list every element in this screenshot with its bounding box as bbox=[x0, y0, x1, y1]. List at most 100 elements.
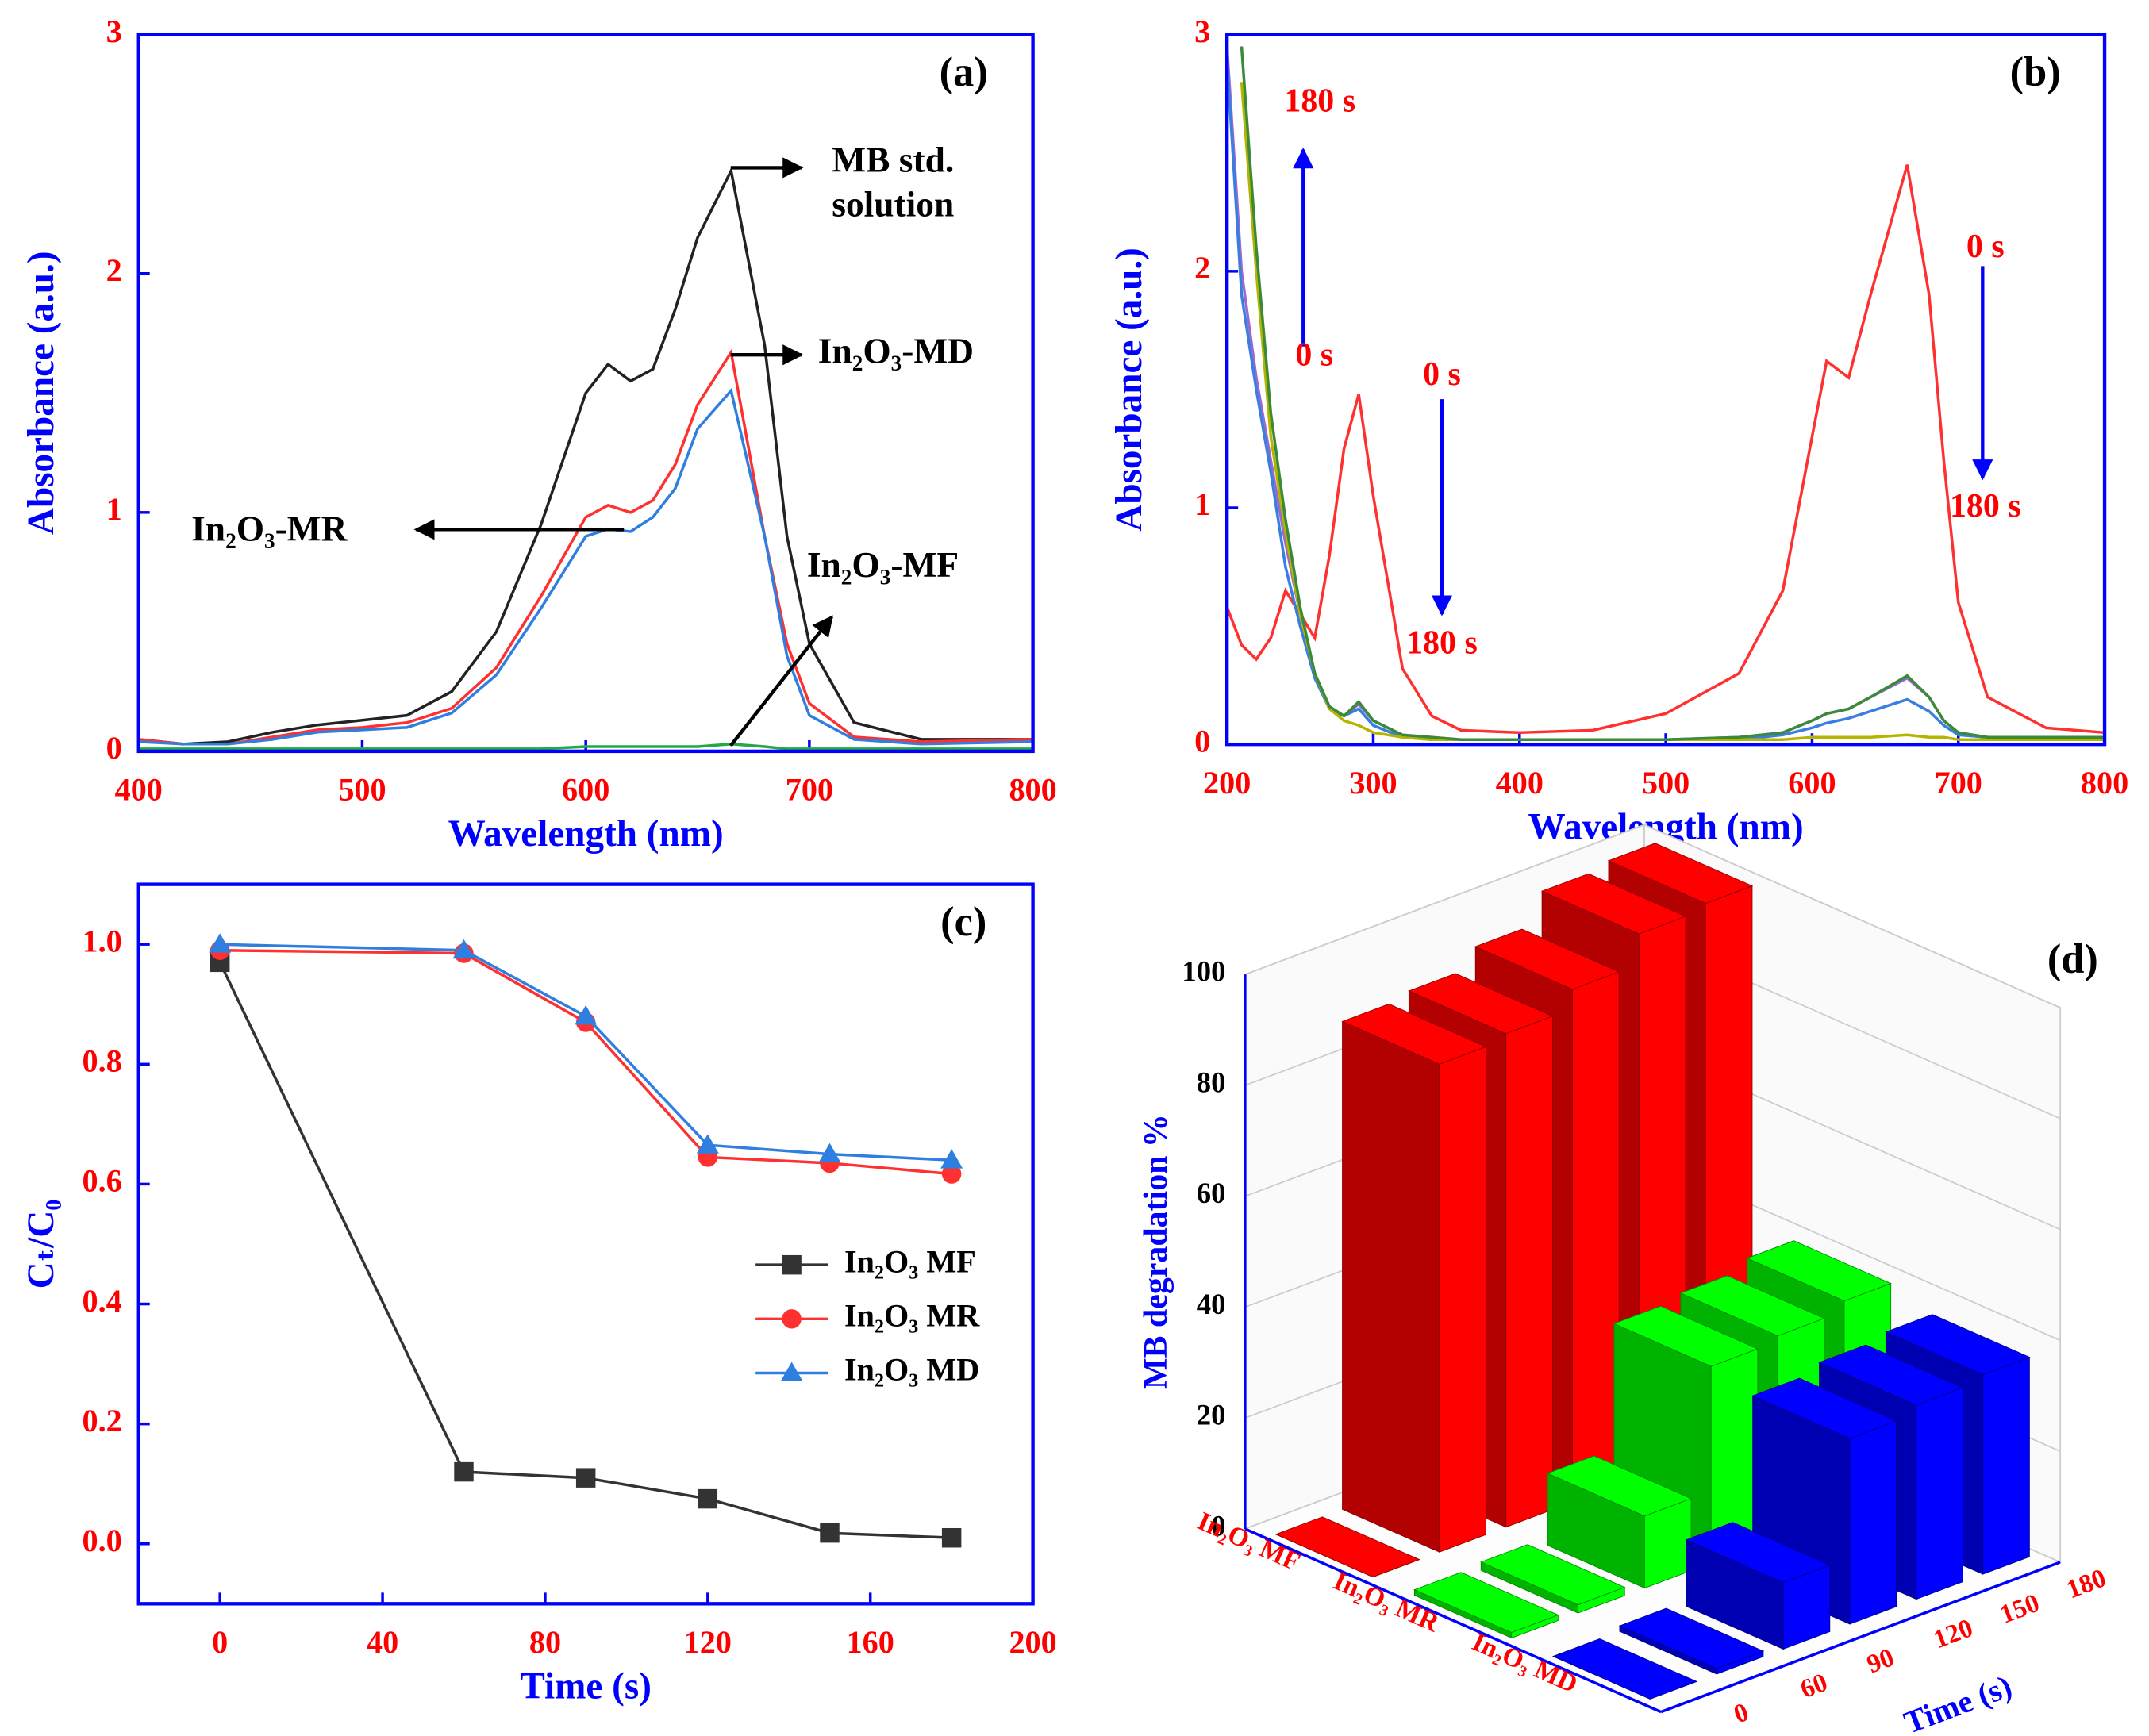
time-axis bbox=[1660, 1561, 2061, 1714]
time-tick-label: 120 bbox=[1929, 1613, 1977, 1654]
data-point bbox=[575, 1468, 596, 1488]
x-tick-label: 300 bbox=[1349, 765, 1397, 801]
panel-title: (a) bbox=[940, 49, 988, 95]
y-tick-label: 1.0 bbox=[83, 923, 122, 958]
y-tick-label: 0 bbox=[1194, 723, 1210, 759]
x-tick-label: 700 bbox=[786, 772, 833, 808]
y-tick-label: 0 bbox=[106, 730, 122, 766]
bar-top bbox=[1413, 1572, 1559, 1633]
x-tick-label: 120 bbox=[684, 1624, 732, 1660]
x-tick-label: 160 bbox=[847, 1624, 894, 1660]
data-point bbox=[941, 1527, 962, 1548]
bar-side bbox=[1439, 1046, 1486, 1553]
bar-front bbox=[1342, 1020, 1440, 1553]
bar-top bbox=[1618, 1607, 1765, 1669]
series-line bbox=[220, 949, 952, 1176]
time-tick-label: 180 bbox=[2063, 1563, 2110, 1604]
x-axis-label: Time (s) bbox=[1899, 1668, 2016, 1736]
panel-title: (b) bbox=[2010, 49, 2061, 95]
x-tick-label: 500 bbox=[338, 772, 386, 808]
category-axis bbox=[1244, 1527, 1662, 1714]
y-tick-label: 0.0 bbox=[83, 1523, 122, 1558]
y-tick-label: 3 bbox=[1194, 13, 1210, 49]
y-tick-label: 60 bbox=[1197, 1177, 1226, 1209]
series-line bbox=[138, 166, 1033, 746]
bar-top bbox=[1341, 1003, 1487, 1065]
y-tick-label: 0 bbox=[1211, 1509, 1225, 1542]
annotation: 180 s bbox=[1950, 488, 2021, 524]
y-axis-label: Absorbance (a.u.) bbox=[21, 251, 62, 535]
bar-top bbox=[1540, 873, 1687, 935]
y-tick-label: 100 bbox=[1182, 955, 1225, 988]
bar-top bbox=[1885, 1314, 2031, 1376]
annotation: In₂O₃-MR bbox=[191, 509, 348, 549]
x-tick-label: 500 bbox=[1642, 765, 1690, 801]
legend-marker bbox=[782, 1254, 802, 1275]
x-tick-label: 200 bbox=[1203, 765, 1251, 801]
y-tick-label: 0.2 bbox=[83, 1403, 122, 1438]
bar-side bbox=[1572, 971, 1620, 1503]
annotation: MB std. solution bbox=[832, 140, 955, 225]
annotation: In₂O₃-MF bbox=[806, 544, 959, 586]
series-line bbox=[1227, 46, 2105, 741]
data-point bbox=[941, 1164, 962, 1184]
x-tick-label: 400 bbox=[115, 772, 163, 808]
time-tick-label: 60 bbox=[1797, 1668, 1832, 1704]
y-tick-label: 0.6 bbox=[83, 1163, 122, 1199]
y-tick-label: 20 bbox=[1197, 1399, 1226, 1431]
bar bbox=[1685, 1522, 1831, 1650]
bar-top bbox=[1408, 973, 1554, 1035]
x-tick-label: 700 bbox=[1935, 765, 1982, 801]
annotation: 180 s bbox=[1406, 625, 1478, 662]
bar-top bbox=[1751, 1377, 1897, 1439]
plot-frame bbox=[1224, 33, 2107, 747]
bar-top bbox=[1480, 1544, 1626, 1606]
y-axis-label: Absorbance (a.u.) bbox=[1109, 248, 1150, 532]
data-point bbox=[940, 1149, 963, 1169]
data-point bbox=[818, 1143, 841, 1163]
panel-title: (d) bbox=[2047, 936, 2098, 982]
x-tick-label: 800 bbox=[1009, 772, 1056, 808]
x-tick-label: 800 bbox=[2081, 765, 2128, 801]
bar-top bbox=[1746, 1240, 1892, 1302]
y-tick-label: 1 bbox=[106, 491, 122, 527]
series-line bbox=[1227, 164, 2105, 735]
y-tick-label: 0.8 bbox=[83, 1043, 122, 1079]
data-point bbox=[452, 939, 475, 959]
bar bbox=[1274, 1516, 1420, 1578]
bar-top bbox=[1607, 843, 1754, 904]
y-tick-label: 3 bbox=[106, 13, 122, 49]
x-tick-label: 40 bbox=[367, 1624, 398, 1660]
data-point bbox=[820, 1523, 840, 1543]
legend-label: In₂O₃ MD bbox=[844, 1352, 979, 1388]
annotation-box: In₂O₃-MF bbox=[806, 544, 959, 586]
series-line bbox=[218, 962, 952, 1539]
plot-frame bbox=[136, 33, 1035, 754]
data-point bbox=[575, 1004, 598, 1025]
data-point bbox=[698, 1488, 718, 1509]
bar-side bbox=[1982, 1356, 2030, 1575]
bar bbox=[1618, 1607, 1765, 1675]
time-tick-label: 150 bbox=[1996, 1588, 2043, 1630]
annotation-box: MB std. solution bbox=[832, 140, 955, 225]
x-tick-label: 600 bbox=[562, 772, 609, 808]
y-tick-label: 80 bbox=[1197, 1066, 1226, 1098]
data-point bbox=[209, 933, 232, 953]
grid-line bbox=[1244, 824, 2061, 1008]
bar bbox=[1413, 1572, 1559, 1639]
bar bbox=[1551, 1638, 1698, 1700]
bar-top bbox=[1613, 1305, 1759, 1367]
bar-top bbox=[1818, 1344, 1964, 1406]
legend-label: In₂O₃ MR bbox=[844, 1298, 980, 1334]
x-tick-label: 600 bbox=[1788, 765, 1836, 801]
annotation-box: In₂O₃-MD bbox=[818, 332, 974, 372]
bar-top bbox=[1551, 1638, 1698, 1700]
bar-side bbox=[1505, 1016, 1553, 1528]
bar-side bbox=[1849, 1420, 1897, 1625]
annotation: 0 s bbox=[1295, 336, 1333, 373]
legend-marker bbox=[780, 1362, 803, 1381]
bar bbox=[1546, 1455, 1693, 1589]
y-tick-label: 2 bbox=[1194, 250, 1210, 286]
